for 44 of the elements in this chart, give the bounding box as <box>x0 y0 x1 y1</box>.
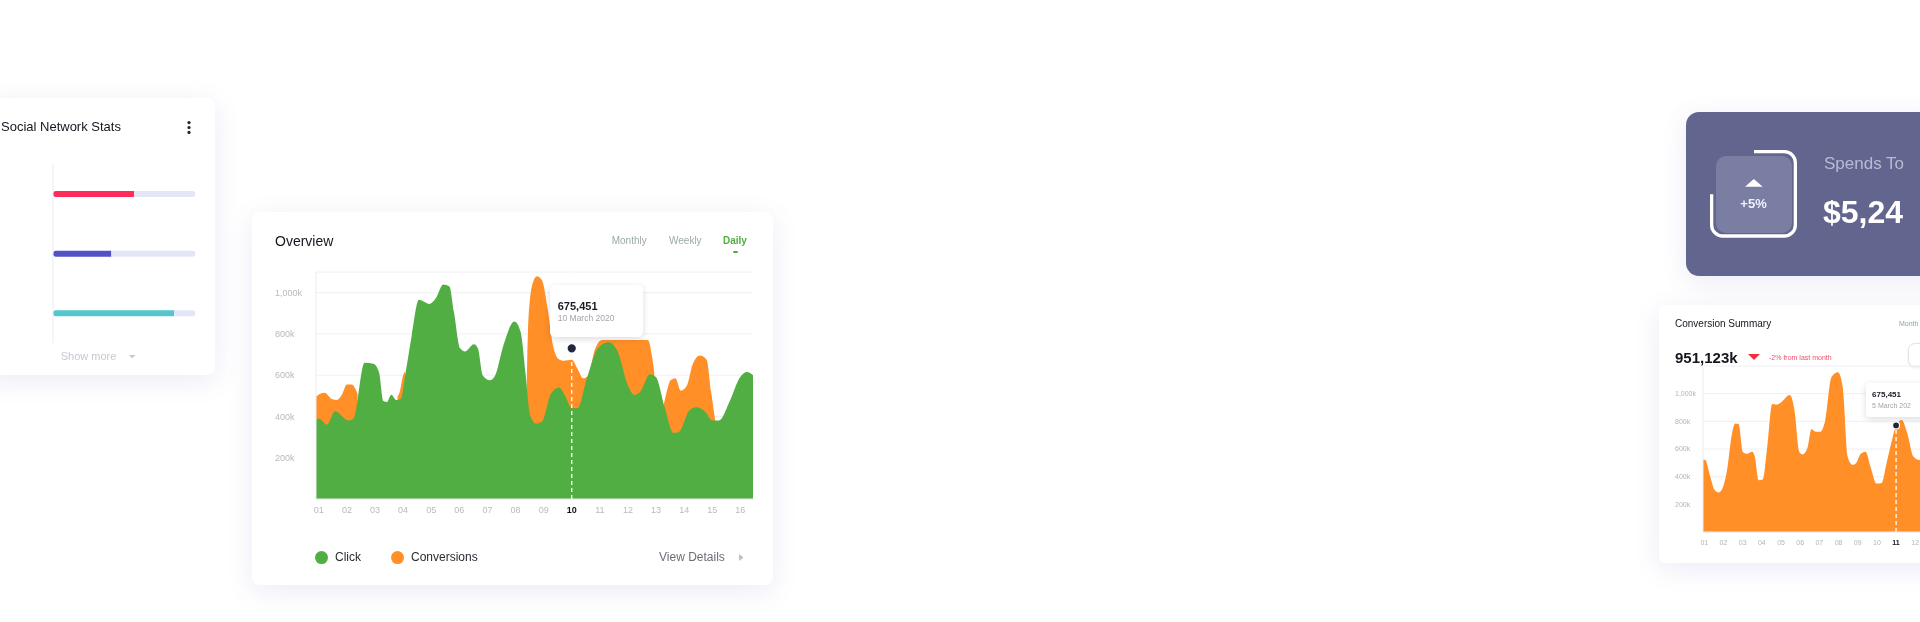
text: Weekly <box>669 235 702 247</box>
annotation: 10 March 2020 <box>557 312 615 324</box>
bar <box>134 191 196 197</box>
y-tick-label: 800k <box>275 329 296 340</box>
x-tick-label: 16 <box>735 505 746 516</box>
annotation: 675,451 <box>1872 390 1901 400</box>
text: Daily <box>723 235 747 247</box>
bar <box>53 191 135 197</box>
x-tick-label: 03 <box>370 505 381 516</box>
bar <box>53 250 112 257</box>
x-tick-label: 13 <box>651 505 662 516</box>
chart-subtitle: 951,123k <box>1675 349 1738 367</box>
legend-label: Conversions <box>411 549 478 565</box>
text: Monthly <box>611 235 647 247</box>
legend-label: Click <box>335 549 361 565</box>
x-tick-label: 05 <box>426 505 437 516</box>
x-tick-label: 09 <box>538 505 549 516</box>
text: +5% <box>1740 195 1767 212</box>
y-tick-label: 1,000k <box>275 287 303 298</box>
x-tick-label: 11 <box>595 505 605 516</box>
y-tick-label: 400k <box>275 411 296 422</box>
bar <box>111 250 196 257</box>
x-tick-label: 10 <box>566 505 577 516</box>
x-tick-label: 04 <box>398 505 409 516</box>
text: View Details <box>659 549 725 565</box>
x-tick-label: 07 <box>482 505 493 516</box>
y-tick-label: 200k <box>275 452 296 463</box>
x-tick-label: 06 <box>454 505 465 516</box>
x-tick-label: 02 <box>341 505 352 516</box>
bar <box>174 310 196 317</box>
chart-title: Social Network Stats <box>1 118 121 135</box>
text: Show more <box>60 349 117 363</box>
annotation: 675,451 <box>557 299 598 312</box>
x-tick-label: 14 <box>679 505 690 516</box>
y-tick-label: 600k <box>275 370 296 381</box>
x-tick-label: 12 <box>622 505 633 516</box>
chart-title: Overview <box>275 232 334 250</box>
text: $5,24 <box>1823 193 1904 231</box>
chart-title: Conversion Summary <box>1675 318 1772 330</box>
bar <box>53 310 175 317</box>
text: Spends To <box>1824 154 1905 174</box>
x-tick-label: 01 <box>313 505 324 516</box>
x-tick-label: 08 <box>510 505 521 516</box>
x-tick-label: 15 <box>707 505 718 516</box>
